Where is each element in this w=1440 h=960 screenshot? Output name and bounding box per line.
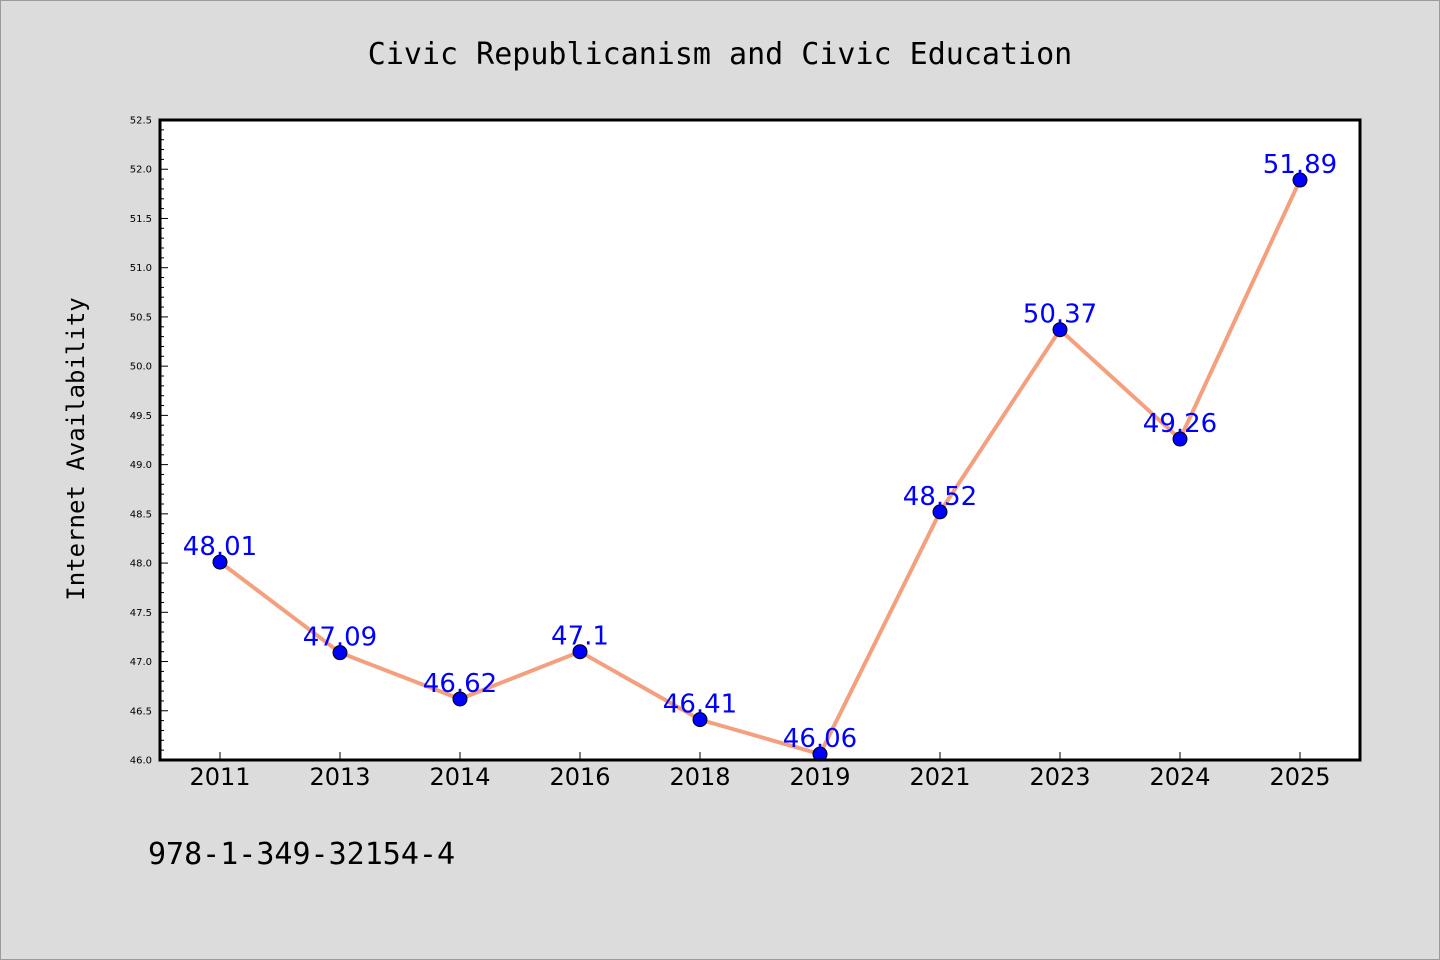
x-tick-label: 2023 (1029, 763, 1090, 791)
data-point (332, 645, 348, 661)
data-label: 47.09 (303, 623, 377, 653)
y-tick-label: 47.0 (130, 657, 152, 668)
data-label: 47.1 (551, 622, 609, 652)
y-tick-label: 46.0 (130, 756, 152, 767)
y-tick-label: 48.0 (130, 559, 152, 570)
data-point (1172, 431, 1188, 447)
y-tick-label: 50.0 (130, 362, 152, 373)
x-tick-label: 2024 (1149, 763, 1210, 791)
y-tick-label: 47.5 (130, 608, 152, 619)
y-axis-label: Internet Availability (62, 297, 90, 600)
data-point (932, 504, 948, 520)
x-tick-label: 2019 (789, 763, 850, 791)
plot-border (158, 118, 1362, 762)
data-label: 46.41 (663, 690, 737, 720)
y-tick-label: 51.0 (130, 263, 152, 274)
data-label-group: 48.01 47.09 46.62 47.1 46.41 46.06 48.52 50.37 4… (183, 150, 1337, 754)
x-tick-label: 2018 (669, 763, 730, 791)
data-label: 48.52 (903, 482, 977, 512)
data-label: 50.37 (1023, 300, 1097, 330)
x-tick-label: 2021 (909, 763, 970, 791)
data-point (572, 644, 588, 660)
y-tick-label: 51.5 (130, 214, 152, 225)
data-point (1052, 322, 1068, 338)
plot-area (160, 120, 1360, 760)
data-label: 46.62 (423, 669, 497, 699)
y-tick-label: 52.5 (130, 116, 152, 127)
data-point (212, 554, 228, 570)
y-tick-label: 49.0 (130, 460, 152, 471)
y-axis-ticks: 46.0 46.5 47.0 47.5 48.0 48.5 49.0 49.5 50.0 50.5… (130, 116, 168, 767)
y-tick-label: 49.5 (130, 411, 152, 422)
x-tick-label: 2011 (189, 763, 250, 791)
data-label: 48.01 (183, 532, 257, 562)
data-point (1292, 172, 1308, 188)
series-line (218, 179, 1302, 757)
data-point (452, 691, 468, 707)
data-label: 49.26 (1143, 409, 1217, 439)
data-label: 51.89 (1263, 150, 1337, 180)
y-tick-label: 46.5 (130, 706, 152, 717)
y-tick-label: 52.0 (130, 165, 152, 176)
series-group (212, 172, 1308, 762)
x-tick-label: 2016 (549, 763, 610, 791)
x-axis-ticks: 2011 2013 2014 2016 2018 2019 2021 2023 2024 2025 (189, 752, 1331, 791)
x-tick-label: 2013 (309, 763, 370, 791)
footnote-isbn: 978-1-349-32154-4 (148, 837, 455, 872)
x-tick-label: 2014 (429, 763, 490, 791)
y-tick-label: 50.5 (130, 312, 152, 323)
data-point (692, 712, 708, 728)
x-tick-label: 2025 (1269, 763, 1330, 791)
chart-title: Civic Republicanism and Civic Education (368, 37, 1072, 72)
y-tick-label: 48.5 (130, 509, 152, 520)
data-label: 46.06 (783, 724, 857, 754)
